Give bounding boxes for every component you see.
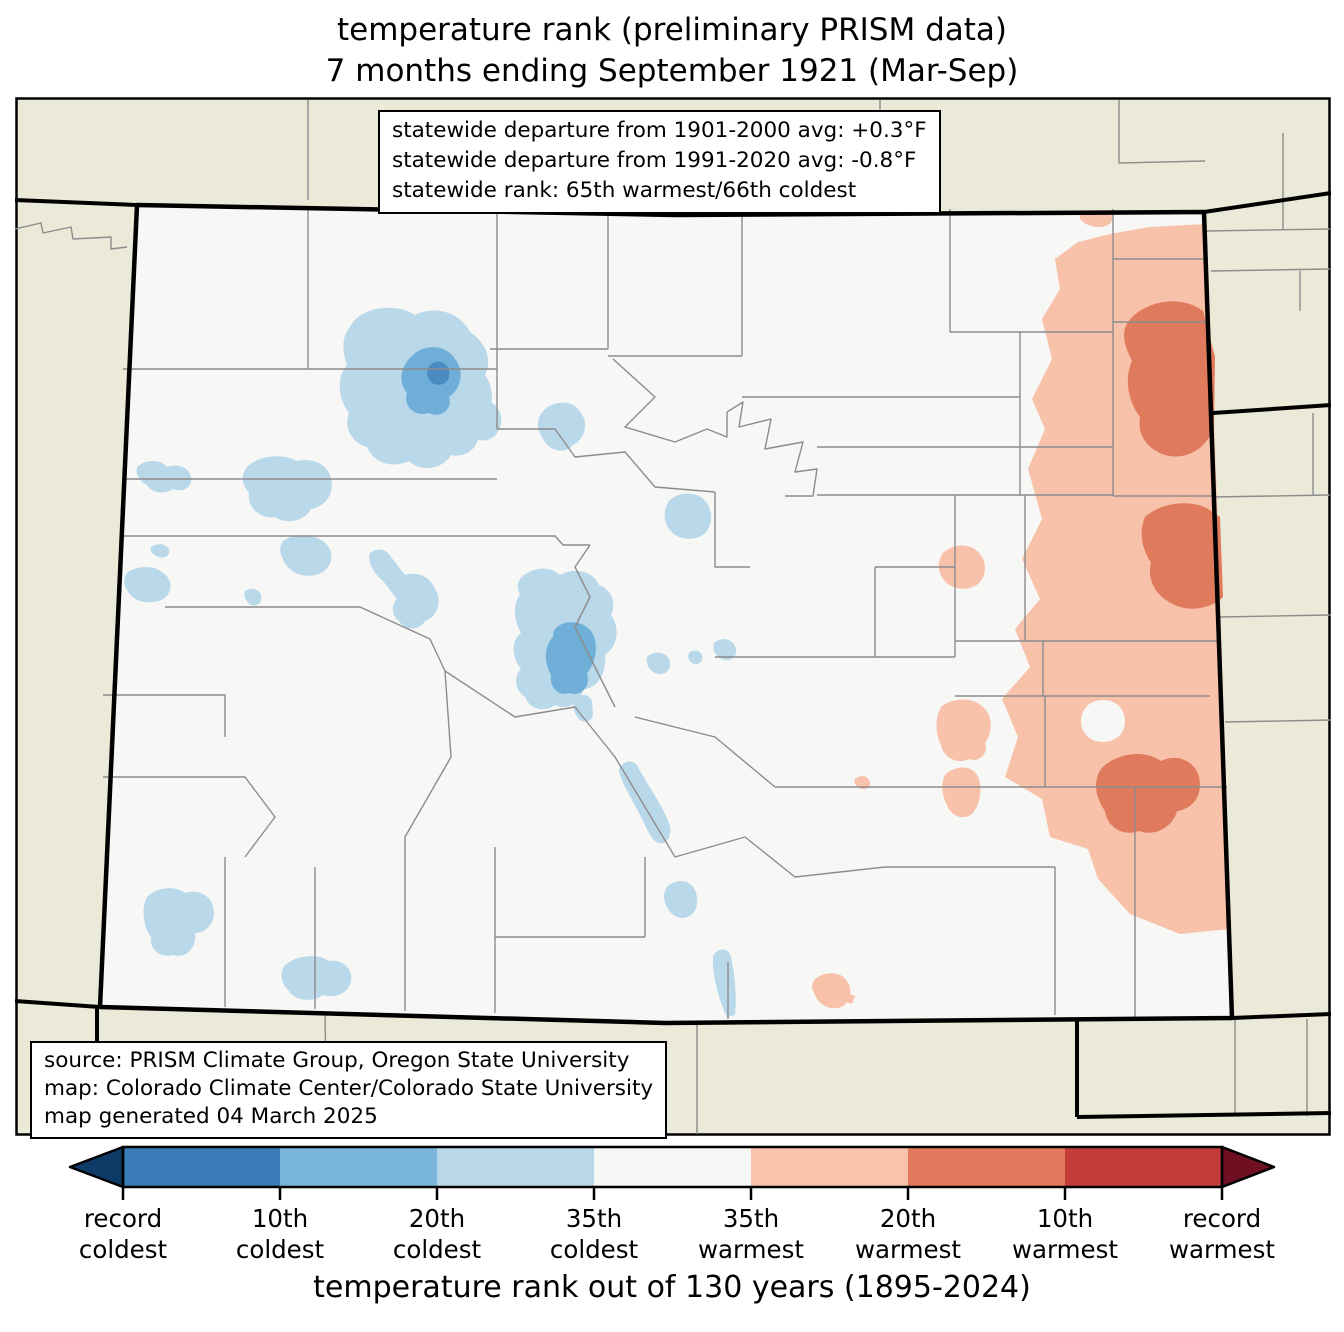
source-line-1: source: PRISM Climate Group, Oregon Stat… [44, 1048, 630, 1073]
stats-line-2: statewide departure from 1991-2020 avg: … [392, 148, 917, 173]
stats-line-1: statewide departure from 1901-2000 avg: … [392, 118, 927, 143]
colorado-rank-map [15, 97, 1331, 1136]
tick-record-warmest: record warmest [1168, 1204, 1276, 1264]
colorbar-arrow-record-warmest [1220, 1145, 1276, 1189]
warm-anomaly-medium [1096, 301, 1223, 833]
colorbar-ticks [121, 1187, 1224, 1200]
colorbar-seg-4 [594, 1147, 751, 1187]
stats-line-3: statewide rank: 65th warmest/66th coldes… [392, 178, 857, 203]
warm-field-hole [1081, 700, 1125, 742]
colorbar-seg-3 [437, 1147, 594, 1187]
source-line-2: map: Colorado Climate Center/Colorado St… [44, 1076, 654, 1101]
tick-35th-coldest: 35th coldest [549, 1204, 639, 1264]
colorbar-seg-7 [1065, 1147, 1222, 1187]
tick-10th-coldest: 10th coldest [235, 1204, 325, 1264]
page-title: temperature rank (preliminary PRISM data… [0, 10, 1344, 92]
tick-35th-warmest: 35th warmest [697, 1204, 805, 1264]
source-attribution-box: source: PRISM Climate Group, Oregon Stat… [30, 1041, 668, 1139]
tick-20th-warmest: 20th warmest [854, 1204, 962, 1264]
neighbor-state-borders [15, 191, 1331, 1134]
colorbar-seg-2 [280, 1147, 437, 1187]
tick-10th-warmest: 10th warmest [1011, 1204, 1119, 1264]
tick-20th-coldest: 20th coldest [392, 1204, 482, 1264]
colorbar-arrow-record-coldest [68, 1145, 125, 1189]
title-line-2: 7 months ending September 1921 (Mar-Sep) [325, 53, 1019, 89]
colorbar-outline [121, 1145, 1224, 1189]
colorbar-segments [123, 1147, 1222, 1187]
tick-record-coldest: record coldest [78, 1204, 168, 1264]
state-border [97, 202, 1235, 1026]
rank-colorbar [68, 1145, 1276, 1200]
cold-anomaly-dark [427, 361, 450, 385]
colorbar-seg-6 [908, 1147, 1065, 1187]
colorbar-seg-1 [123, 1147, 280, 1187]
county-lines [103, 207, 1227, 1019]
colorbar-seg-5 [751, 1147, 908, 1187]
statewide-stats-box: statewide departure from 1901-2000 avg: … [378, 110, 941, 214]
title-line-1: temperature rank (preliminary PRISM data… [336, 12, 1007, 48]
source-line-3: map generated 04 March 2025 [44, 1104, 378, 1129]
legend-caption: temperature rank out of 130 years (1895-… [313, 1270, 1031, 1305]
